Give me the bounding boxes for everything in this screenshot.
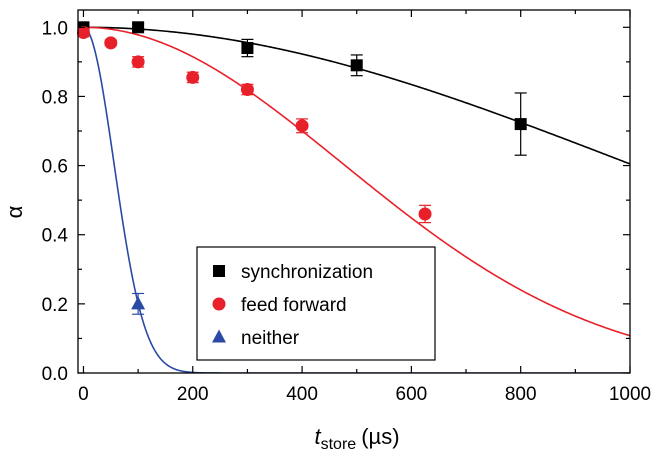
y-tick-label: 0.4: [42, 226, 69, 247]
neither-point: [131, 296, 146, 310]
y-axis-label: α: [2, 205, 27, 218]
feed-forward-point: [418, 207, 432, 221]
legend-marker-feed-forward: [212, 297, 226, 311]
synchronization-point: [514, 118, 527, 131]
legend-box: [196, 246, 436, 361]
synchronization-point: [132, 21, 145, 34]
legend-label-synchronization: synchronization: [241, 262, 373, 283]
y-tick-label: 1.0: [42, 18, 68, 39]
x-tick-label: 800: [505, 384, 537, 405]
x-axis-label: tstore (µs): [314, 424, 399, 453]
y-tick-label: 0.8: [42, 87, 68, 108]
legend-label-feed-forward: feed forward: [241, 295, 347, 316]
synchronization-point: [241, 42, 254, 55]
neither-fit-curve: [78, 26, 630, 373]
feed-forward-fit-curve: [78, 26, 630, 337]
feed-forward-point: [186, 70, 200, 84]
x-axis-label-sub: store: [321, 436, 357, 453]
feed-forward-point: [131, 55, 145, 69]
legend: synchronization feed forward neither: [196, 246, 436, 361]
y-tick-label: 0.6: [42, 157, 68, 178]
y-tick-label: 0.0: [42, 364, 68, 385]
synchronization-point: [350, 59, 363, 72]
feed-forward-point: [104, 36, 118, 50]
x-tick-label: 0: [78, 384, 89, 405]
legend-label-neither: neither: [241, 328, 300, 349]
x-tick-label: 200: [177, 384, 209, 405]
y-tick-label: 0.2: [42, 295, 68, 316]
x-axis-label-unit: (µs): [361, 424, 399, 449]
feed-forward-point: [76, 25, 90, 39]
legend-marker-neither: [212, 329, 226, 343]
x-tick-label: 1000: [609, 384, 651, 405]
axes: 0 200 400 600 800 1000 0.0 0.2 0.4 0.6 0.8 1.0: [42, 9, 651, 405]
feed-forward-point: [295, 119, 309, 133]
legend-marker-synchronization: [213, 265, 225, 277]
x-tick-label: 400: [286, 384, 318, 405]
plot-frame: [77, 9, 631, 374]
synchronization-fit-curve: [78, 26, 630, 165]
x-tick-label: 600: [396, 384, 428, 405]
feed-forward-point: [240, 83, 254, 97]
x-axis-label-main: t: [314, 424, 321, 449]
